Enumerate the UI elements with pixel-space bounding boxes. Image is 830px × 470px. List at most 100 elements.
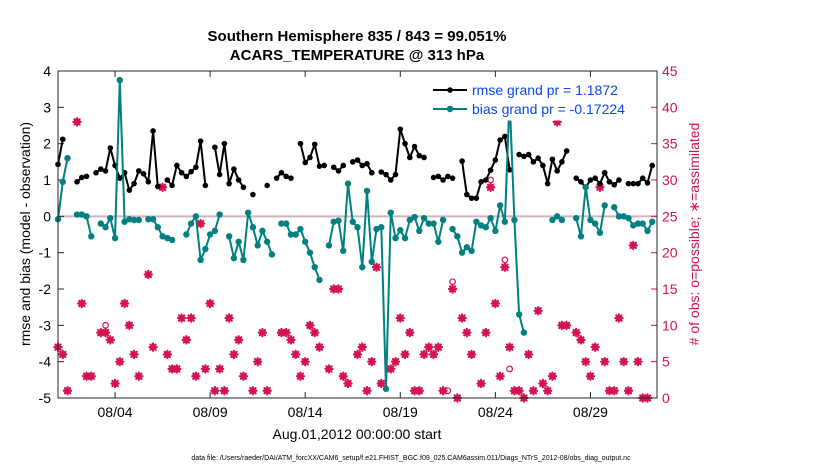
bias-point <box>235 238 242 245</box>
obs-assimilated-point <box>371 262 382 272</box>
bias-point <box>240 256 247 264</box>
plot-frame <box>57 70 658 399</box>
obs-assimilated-point <box>286 335 296 345</box>
bias-point <box>302 238 309 245</box>
rmse-point <box>554 168 560 174</box>
rmse-point <box>235 177 242 183</box>
bias-point <box>411 213 418 221</box>
rmse-point <box>188 168 194 175</box>
right-y-tick-label: 45 <box>662 63 678 79</box>
bias-point <box>392 234 399 242</box>
x-tick-label: 08/09 <box>193 404 228 420</box>
left-y-tick-label: -5 <box>39 390 52 406</box>
left-y-tick-label: 1 <box>43 172 51 188</box>
obs-assimilated-point <box>115 356 125 367</box>
bias-point <box>454 233 461 240</box>
rmse-point <box>83 173 90 180</box>
left-y-tick-label: 2 <box>43 136 51 152</box>
bias-point <box>202 245 209 253</box>
bias-point <box>406 216 413 224</box>
rmse-point <box>445 173 451 180</box>
bias-point <box>596 229 604 236</box>
bias-point <box>149 216 157 223</box>
obs-assimilated-point <box>585 371 596 381</box>
obs-assimilated-point <box>509 386 520 396</box>
rmse-point <box>521 153 527 160</box>
bias-point <box>349 218 356 225</box>
rmse-point <box>549 156 556 163</box>
bias-point <box>492 227 499 235</box>
obs-assimilated-point <box>77 298 87 309</box>
rmse-point <box>169 182 175 189</box>
bias-point <box>282 220 290 227</box>
rmse-point <box>150 128 156 134</box>
bias-point <box>553 213 561 220</box>
obs-possible-point <box>444 387 452 395</box>
obs-possible-point <box>449 278 456 286</box>
bias-point <box>549 216 556 224</box>
obs-assimilated-point <box>338 371 348 381</box>
bias-point <box>601 202 608 209</box>
obs-assimilated-point <box>333 284 344 294</box>
obs-assimilated-point <box>314 342 325 352</box>
rmse-point <box>368 169 375 176</box>
bias-point <box>558 216 566 224</box>
right-y-tick-label: 40 <box>662 99 678 115</box>
obs-assimilated-point <box>248 386 258 396</box>
left-y-tick-label: 4 <box>43 63 51 79</box>
obs-assimilated-point <box>352 349 363 360</box>
bias-point <box>496 202 504 209</box>
bias-point <box>591 220 599 227</box>
rmse-point <box>278 169 285 176</box>
bias-point <box>615 213 623 220</box>
obs-assimilated-point <box>528 386 539 396</box>
obs-assimilated-point <box>600 356 610 367</box>
bias-point <box>501 218 509 225</box>
rmse-point <box>193 164 199 171</box>
left-y-tick-label: -1 <box>39 245 52 261</box>
rmse-point <box>197 138 204 144</box>
obs-assimilated-point <box>438 386 448 396</box>
bias-point <box>183 231 190 238</box>
obs-assimilated-point <box>571 327 581 338</box>
rmse-point <box>625 180 632 187</box>
bias-point <box>211 227 219 235</box>
chart-title-line2: ACARS_TEMPERATURE @ 313 hPa <box>230 47 485 64</box>
bias-point <box>582 184 589 191</box>
rmse-point <box>478 179 484 185</box>
left-y-tick-label: 0 <box>43 208 51 224</box>
obs-assimilated-point <box>100 327 111 338</box>
rmse-point <box>221 140 228 147</box>
obs-assimilated-point <box>604 386 615 396</box>
bias-point <box>378 224 385 231</box>
rmse-point <box>435 173 442 180</box>
obs-assimilated-point <box>224 313 234 323</box>
bias-point <box>363 187 371 195</box>
x-tick-label: 08/14 <box>288 404 323 420</box>
legend-rmse-label: rmse grand pr = 1.1872 <box>472 82 618 98</box>
obs-assimilated-point <box>295 371 306 381</box>
rmse-point <box>392 171 399 178</box>
rmse-point <box>487 167 494 173</box>
rmse-point <box>307 154 313 161</box>
rmse-point <box>440 177 446 183</box>
legend-rmse-marker <box>447 87 453 93</box>
obs-assimilated-point <box>210 386 220 396</box>
rmse-point <box>416 152 423 159</box>
rmse-point <box>74 179 80 185</box>
obs-assimilated-point <box>481 327 491 338</box>
data-file-footer: data file: /Users/raeder/DAI/ATM_forcXX/… <box>191 455 631 462</box>
left-y-tick-label: -2 <box>39 281 52 297</box>
bias-point <box>206 231 214 238</box>
obs-possible-point <box>506 365 514 373</box>
bias-point <box>59 178 66 186</box>
rmse-point <box>530 159 537 165</box>
rmse-point <box>117 175 123 181</box>
bias-point <box>463 244 471 251</box>
rmse-point <box>597 180 603 187</box>
obs-assimilated-point <box>119 298 130 309</box>
bias-point <box>154 224 162 231</box>
rmse-point <box>644 180 651 186</box>
bias-point <box>439 216 447 224</box>
